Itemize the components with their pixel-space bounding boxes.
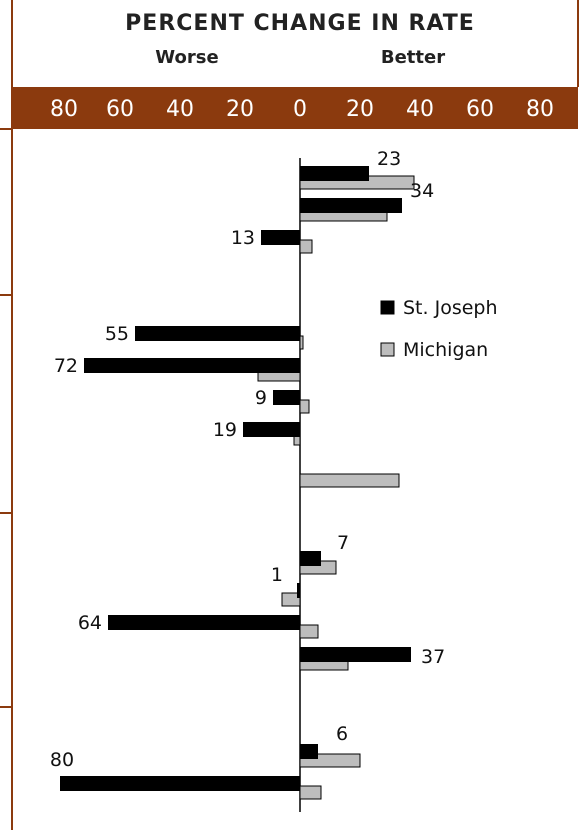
bar-michigan-5 xyxy=(300,400,309,413)
data-label-1: 34 xyxy=(410,180,434,202)
tick-label-7: 60 xyxy=(466,97,494,122)
bar-st-joseph-11 xyxy=(300,647,411,662)
data-label-5: 9 xyxy=(255,387,267,409)
bar-st-joseph-5 xyxy=(273,390,300,405)
better-label: Better xyxy=(381,47,445,68)
bar-st-joseph-10 xyxy=(108,615,300,630)
chart-title: PERCENT CHANGE IN RATE xyxy=(125,11,475,36)
tick-label-4: 0 xyxy=(293,97,307,122)
data-label-13: 80 xyxy=(50,749,74,771)
data-label-12: 6 xyxy=(336,723,348,745)
legend-label-1: Michigan xyxy=(403,339,488,361)
data-label-4: 72 xyxy=(54,355,78,377)
bar-st-joseph-1 xyxy=(300,198,402,213)
tick-label-0: 80 xyxy=(50,97,78,122)
data-labels: 23 34 13 55 72 9 19 7 1 64 37 6 80 xyxy=(50,148,445,771)
bar-st-joseph-4 xyxy=(84,358,300,373)
data-label-8: 7 xyxy=(337,532,349,554)
bar-michigan-2 xyxy=(300,240,312,253)
legend-swatch-1 xyxy=(381,343,394,356)
data-label-3: 55 xyxy=(105,323,129,345)
bars xyxy=(60,166,414,799)
bar-st-joseph-9 xyxy=(297,583,300,598)
bar-st-joseph-13 xyxy=(60,776,300,791)
tick-label-6: 40 xyxy=(406,97,434,122)
data-label-2: 13 xyxy=(231,227,255,249)
bar-st-joseph-8 xyxy=(300,551,321,566)
legend-label-0: St. Joseph xyxy=(403,297,498,319)
data-label-10: 64 xyxy=(78,612,102,634)
tick-label-3: 20 xyxy=(226,97,254,122)
tick-label-1: 60 xyxy=(106,97,134,122)
bar-st-joseph-12 xyxy=(300,744,318,759)
data-label-6: 19 xyxy=(213,419,237,441)
data-label-0: 23 xyxy=(377,148,401,170)
tick-label-5: 20 xyxy=(346,97,374,122)
bar-michigan-10 xyxy=(300,625,318,638)
bar-st-joseph-0 xyxy=(300,166,369,181)
tick-label-8: 80 xyxy=(526,97,554,122)
bar-st-joseph-2 xyxy=(261,230,300,245)
bar-michigan-7 xyxy=(300,474,399,487)
data-label-9: 1 xyxy=(271,564,283,586)
data-label-11: 37 xyxy=(421,646,445,668)
bar-st-joseph-3 xyxy=(135,326,300,341)
legend: St. Joseph Michigan xyxy=(381,297,498,361)
bar-michigan-13 xyxy=(300,786,321,799)
legend-swatch-0 xyxy=(381,301,394,314)
bar-st-joseph-6 xyxy=(243,422,300,437)
worse-label: Worse xyxy=(155,47,218,68)
x-axis-ticks: 80 60 40 20 0 20 40 60 80 xyxy=(50,97,554,122)
bar-michigan-3 xyxy=(300,336,303,349)
tick-label-2: 40 xyxy=(166,97,194,122)
